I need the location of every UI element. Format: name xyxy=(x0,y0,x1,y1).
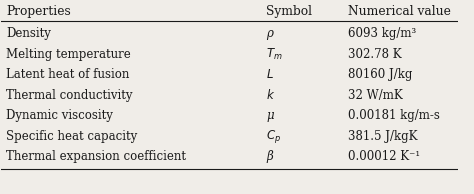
Text: 80160 J/kg: 80160 J/kg xyxy=(348,68,413,81)
Text: Density: Density xyxy=(6,27,51,40)
Text: Thermal conductivity: Thermal conductivity xyxy=(6,89,132,102)
Text: 0.00181 kg/m-s: 0.00181 kg/m-s xyxy=(348,109,440,122)
Text: Numerical value: Numerical value xyxy=(348,5,451,18)
Text: $T_m$: $T_m$ xyxy=(266,47,283,62)
Text: 381.5 J/kgK: 381.5 J/kgK xyxy=(348,130,418,143)
Text: Dynamic viscosity: Dynamic viscosity xyxy=(6,109,113,122)
Text: Latent heat of fusion: Latent heat of fusion xyxy=(6,68,129,81)
Text: 302.78 K: 302.78 K xyxy=(348,48,402,61)
Text: β: β xyxy=(266,150,273,163)
Text: 32 W/mK: 32 W/mK xyxy=(348,89,403,102)
Text: 0.00012 K⁻¹: 0.00012 K⁻¹ xyxy=(348,150,420,163)
Text: Melting temperature: Melting temperature xyxy=(6,48,131,61)
Text: $C_p$: $C_p$ xyxy=(266,128,281,145)
Text: $L$: $L$ xyxy=(266,68,274,81)
Text: ρ: ρ xyxy=(266,27,273,40)
Text: Thermal expansion coefficient: Thermal expansion coefficient xyxy=(6,150,186,163)
Text: 6093 kg/m³: 6093 kg/m³ xyxy=(348,27,417,40)
Text: Properties: Properties xyxy=(6,5,71,18)
Text: $k$: $k$ xyxy=(266,88,275,102)
Text: Specific heat capacity: Specific heat capacity xyxy=(6,130,137,143)
Text: μ: μ xyxy=(266,109,274,122)
Text: Symbol: Symbol xyxy=(266,5,312,18)
